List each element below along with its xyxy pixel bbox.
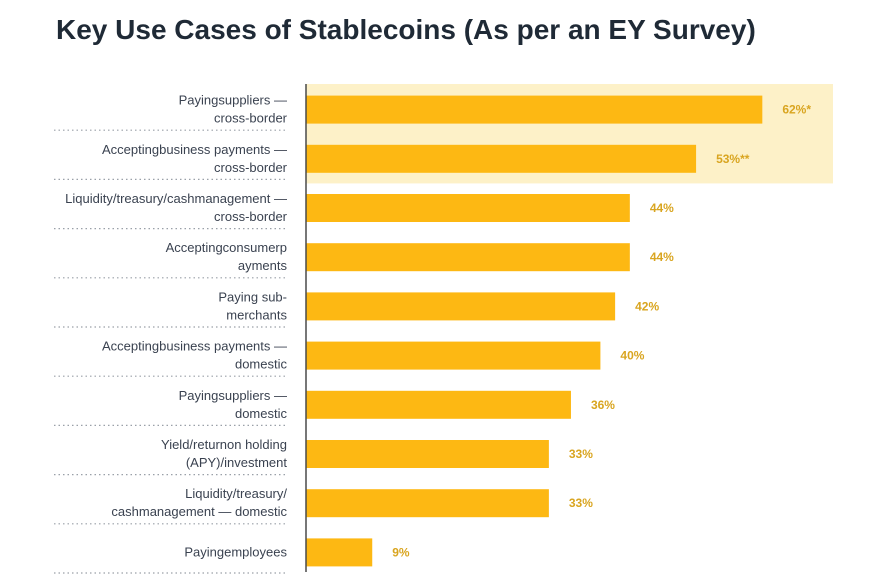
- value-label-10: 9%: [392, 545, 410, 559]
- bar-5: [306, 292, 616, 321]
- bar-4: [306, 243, 630, 272]
- category-label-line: Acceptingconsumerp: [166, 240, 287, 255]
- category-label-line: Liquidity/treasury/: [185, 486, 287, 501]
- bar-9: [306, 489, 549, 518]
- row-separators: [54, 129, 287, 574]
- category-label-line: domestic: [235, 357, 288, 372]
- category-label-line: Acceptingbusiness payments —: [102, 339, 287, 354]
- category-label-9: Liquidity/treasury/cashmanagement — dome…: [111, 486, 287, 519]
- category-label-7: Payingsuppliers — domestic: [179, 388, 288, 421]
- category-label-3: Liquidity/treasury/cashmanagement — cross…: [65, 191, 288, 224]
- category-label-2: Acceptingbusiness payments — cross-border: [102, 142, 288, 175]
- category-label-line: Payingsuppliers —: [179, 388, 287, 403]
- category-label-8: Yield/returnon holding (APY)/investment: [161, 437, 287, 470]
- category-label-line: Payingemployees: [184, 544, 287, 559]
- value-label-6: 40%: [620, 349, 644, 363]
- value-label-4: 44%: [650, 250, 674, 264]
- category-label-line: cashmanagement — domestic: [111, 504, 287, 519]
- bar-7: [306, 390, 571, 419]
- value-label-2: 53%**: [716, 152, 750, 166]
- category-label-line: ayments: [238, 258, 288, 273]
- bar-1: [306, 95, 763, 124]
- category-label-line: cross-border: [214, 160, 288, 175]
- value-label-9: 33%: [569, 496, 593, 510]
- value-label-1: 62%*: [782, 103, 811, 117]
- category-label-line: Payingsuppliers —: [179, 93, 287, 108]
- bars: [306, 95, 763, 567]
- bar-8: [306, 440, 549, 468]
- category-labels: Payingsuppliers — cross-borderAcceptingbu…: [65, 93, 288, 560]
- value-label-8: 33%: [569, 447, 593, 461]
- category-label-line: merchants: [226, 307, 287, 322]
- category-label-line: cross-border: [214, 209, 288, 224]
- category-label-10: Payingemployees: [184, 544, 287, 559]
- bar-6: [306, 341, 601, 370]
- category-label-line: Acceptingbusiness payments —: [102, 142, 287, 157]
- bar-10: [306, 538, 373, 567]
- chart-title: Key Use Cases of Stablecoins (As per an …: [56, 14, 756, 45]
- category-label-6: Acceptingbusiness payments — domestic: [102, 339, 287, 372]
- category-label-line: Liquidity/treasury/cashmanagement —: [65, 191, 287, 206]
- category-label-1: Payingsuppliers — cross-border: [179, 93, 288, 126]
- category-label-5: Paying sub-merchants: [218, 289, 287, 322]
- category-label-line: Yield/returnon holding: [161, 437, 287, 452]
- category-label-4: Acceptingconsumerp ayments: [166, 240, 288, 273]
- category-label-line: (APY)/investment: [186, 455, 288, 470]
- bar-2: [306, 144, 697, 173]
- category-label-line: Paying sub-: [218, 289, 287, 304]
- value-label-7: 36%: [591, 398, 615, 412]
- category-label-line: domestic: [235, 406, 288, 421]
- value-label-3: 44%: [650, 201, 674, 215]
- value-label-5: 42%: [635, 299, 659, 313]
- value-labels: 62%* 53%** 44% 44% 42% 40% 36% 33% 33% 9%: [392, 103, 811, 560]
- bar-3: [306, 194, 630, 222]
- category-label-line: cross-border: [214, 111, 288, 126]
